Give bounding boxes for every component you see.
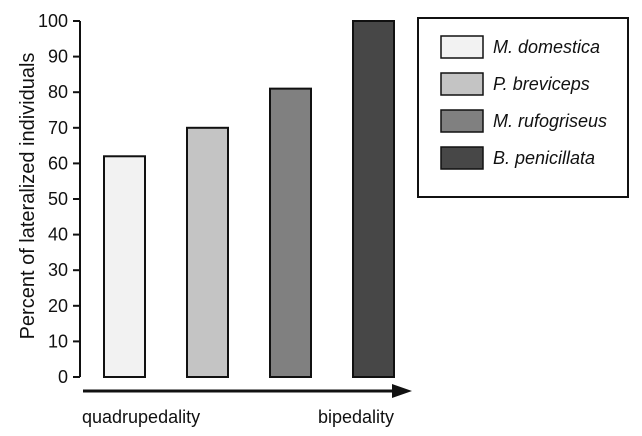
legend-swatch	[440, 146, 484, 170]
bar	[186, 126, 229, 378]
y-tick-label: 100	[38, 11, 68, 31]
y-tick-label: 80	[48, 82, 68, 102]
y-tick-label: 20	[48, 296, 68, 316]
legend-label: B. penicillata	[493, 148, 595, 168]
bar	[269, 87, 312, 378]
y-tick-label: 70	[48, 118, 68, 138]
legend-label: P. breviceps	[493, 74, 590, 94]
y-tick-label: 40	[48, 225, 68, 245]
legend-swatch	[440, 72, 484, 96]
legend-swatch	[440, 109, 484, 133]
bar	[352, 20, 395, 378]
y-axis: 0 10 20 30 40 50 60 70 80 90 100	[38, 11, 81, 387]
y-tick-label: 50	[48, 189, 68, 209]
legend-swatch	[440, 35, 484, 59]
arrow-start-label: quadrupedality	[82, 407, 200, 427]
y-tick-label: 30	[48, 260, 68, 280]
y-tick-label: 10	[48, 331, 68, 351]
y-tick-label: 90	[48, 47, 68, 67]
y-tick-label: 0	[58, 367, 68, 387]
legend-items: M. domestica P. breviceps M. rufogriseus B.…	[440, 35, 607, 170]
y-tick-label: 60	[48, 153, 68, 173]
bars	[103, 20, 395, 378]
direction-arrow	[83, 384, 412, 398]
arrow-head	[392, 384, 412, 398]
legend-label: M. domestica	[493, 37, 600, 57]
legend: M. domestica P. breviceps M. rufogriseus B.…	[417, 17, 629, 198]
bar	[103, 155, 146, 378]
y-axis-label: Percent of lateralized individuals	[17, 53, 39, 340]
legend-label: M. rufogriseus	[493, 111, 607, 131]
arrow-end-label: bipedality	[318, 407, 394, 427]
